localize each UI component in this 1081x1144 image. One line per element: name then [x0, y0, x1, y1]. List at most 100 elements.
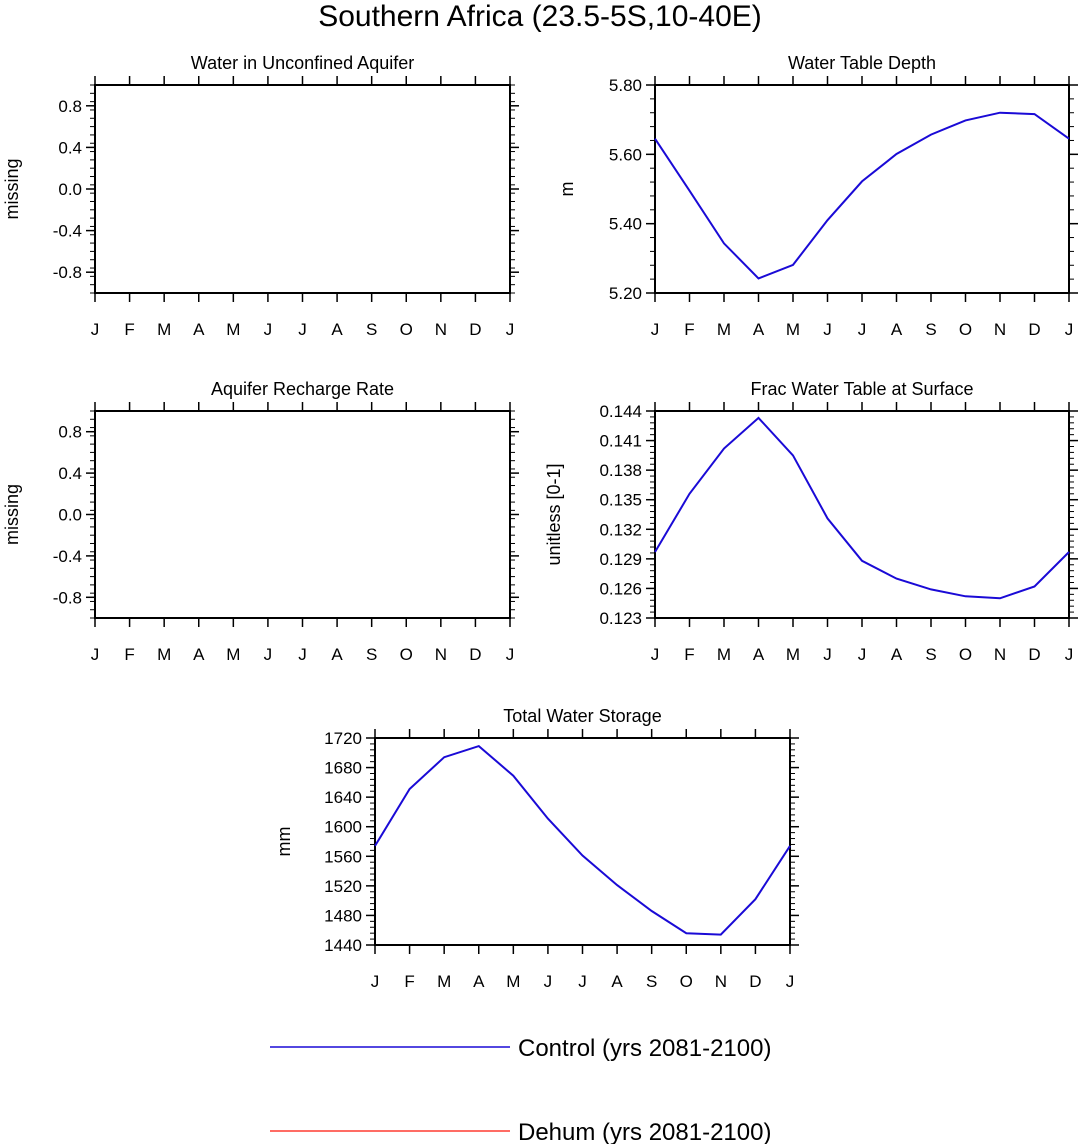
total-water-storage-xtick-label: M	[437, 972, 451, 991]
total-water-storage-ytick-label: 1680	[324, 759, 362, 778]
frac-water-table-at-surface-xtick-label: N	[994, 645, 1006, 664]
water-table-depth-ytick-label: 5.80	[609, 76, 642, 95]
frac-water-table-at-surface-ytick-label: 0.138	[599, 461, 642, 480]
frac-water-table-at-surface-xtick-label: S	[925, 645, 936, 664]
water-table-depth-xtick-label: M	[717, 320, 731, 339]
frac-water-table-at-surface-xtick-label: J	[823, 645, 832, 664]
water-in-unconfined-aquifer-xtick-label: J	[298, 320, 307, 339]
total-water-storage-ylabel: mm	[274, 827, 294, 857]
total-water-storage-ytick-label: 1720	[324, 729, 362, 748]
aquifer-recharge-rate-plot-frame	[94, 410, 511, 619]
water-table-depth-xtick-label: J	[651, 320, 660, 339]
total-water-storage-xtick-label: S	[646, 972, 657, 991]
water-table-depth-xtick-label: N	[994, 320, 1006, 339]
water-in-unconfined-aquifer-xtick-label: N	[435, 320, 447, 339]
total-water-storage-ytick-label: 1480	[324, 906, 362, 925]
water-in-unconfined-aquifer-plot-frame	[94, 84, 511, 294]
water-table-depth-xtick-label: D	[1028, 320, 1040, 339]
figure-title: Southern Africa (23.5-5S,10-40E)	[318, 0, 762, 33]
water-table-depth-xtick-label: M	[786, 320, 800, 339]
water-table-depth-xtick-label: J	[858, 320, 867, 339]
total-water-storage-series-control	[374, 744, 791, 936]
total-water-storage-xtick-label: N	[715, 972, 727, 991]
total-water-storage-ytick-label: 1440	[324, 936, 362, 955]
water-table-depth-series-control	[654, 111, 1070, 280]
aquifer-recharge-rate-xtick-label: D	[469, 645, 481, 664]
aquifer-recharge-rate-xtick-label: J	[506, 645, 515, 664]
aquifer-recharge-rate-xtick-label: S	[366, 645, 377, 664]
total-water-storage-xtick-label: A	[611, 972, 623, 991]
aquifer-recharge-rate-ytick-label: -0.4	[53, 547, 82, 566]
legend-dehum-label: Dehum (yrs 2081-2100)	[518, 1119, 771, 1144]
water-in-unconfined-aquifer-ytick-label: 0.0	[58, 180, 82, 199]
panel-frac-water-table-surface: Frac Water Table at Surface J F M A M J J A S O N D J…	[544, 379, 1078, 664]
frac-water-table-at-surface-xtick-label: A	[891, 645, 903, 664]
legend-control-label: Control (yrs 2081-2100)	[518, 1035, 771, 1062]
total-water-storage-title: Total Water Storage	[503, 706, 661, 726]
water-in-unconfined-aquifer-xtick-label: M	[157, 320, 171, 339]
frac-water-table-at-surface-title: Frac Water Table at Surface	[750, 379, 973, 399]
aquifer-recharge-rate-xtick-label: A	[331, 645, 343, 664]
aquifer-recharge-rate-xtick-label: F	[124, 645, 134, 664]
water-in-unconfined-aquifer-xtick-label: F	[124, 320, 134, 339]
water-table-depth-xtick-label: A	[753, 320, 765, 339]
total-water-storage-ytick-label: 1600	[324, 818, 362, 837]
aquifer-recharge-rate-ytick-label: 0.4	[58, 464, 82, 483]
water-in-unconfined-aquifer-ytick-label: -0.4	[53, 222, 82, 241]
total-water-storage-xtick-label: J	[578, 972, 587, 991]
water-table-depth-xtick-label: S	[925, 320, 936, 339]
total-water-storage-xtick-label: D	[749, 972, 761, 991]
frac-water-table-at-surface-ytick-label: 0.135	[599, 491, 642, 510]
frac-water-table-at-surface-ytick-label: 0.123	[599, 609, 642, 628]
aquifer-recharge-rate-ylabel: missing	[2, 484, 22, 545]
aquifer-recharge-rate-ytick-label: -0.8	[53, 588, 82, 607]
aquifer-recharge-rate-title: Aquifer Recharge Rate	[211, 379, 394, 399]
frac-water-table-at-surface-xtick-label: J	[1065, 645, 1074, 664]
water-in-unconfined-aquifer-xtick-label: A	[193, 320, 205, 339]
frac-water-table-at-surface-ytick-label: 0.129	[599, 550, 642, 569]
water-in-unconfined-aquifer-xtick-label: J	[506, 320, 515, 339]
aquifer-recharge-rate-xtick-label: M	[226, 645, 240, 664]
aquifer-recharge-rate-xtick-label: J	[298, 645, 307, 664]
frac-water-table-at-surface-xtick-label: O	[959, 645, 972, 664]
total-water-storage-ytick-label: 1560	[324, 847, 362, 866]
panel-water-table-depth: Water Table Depth J F M A M J J A S O N D J 5.80 5.60 5.…	[557, 53, 1078, 339]
aquifer-recharge-rate-ytick-label: 0.0	[58, 506, 82, 525]
frac-water-table-at-surface-xtick-label: J	[651, 645, 660, 664]
water-table-depth-ytick-label: 5.20	[609, 284, 642, 303]
water-in-unconfined-aquifer-ytick-label: 0.8	[58, 97, 82, 116]
frac-water-table-at-surface-series-control	[654, 416, 1070, 600]
water-table-depth-ytick-label: 5.60	[609, 145, 642, 164]
water-in-unconfined-aquifer-xtick-label: J	[91, 320, 100, 339]
frac-water-table-at-surface-ytick-label: 0.144	[599, 402, 642, 421]
frac-water-table-at-surface-xtick-label: F	[684, 645, 694, 664]
aquifer-recharge-rate-xtick-label: J	[91, 645, 100, 664]
total-water-storage-plot-frame	[374, 737, 791, 946]
panel-aquifer-recharge-rate: Aquifer Recharge Rate J F M A M J J A S O N D J 0.8 0.4…	[2, 379, 519, 664]
total-water-storage-xtick-label: O	[680, 972, 693, 991]
water-in-unconfined-aquifer-xtick-label: M	[226, 320, 240, 339]
water-table-depth-ylabel: m	[557, 182, 577, 197]
total-water-storage-xtick-label: M	[506, 972, 520, 991]
panel-total-water-storage: Total Water Storage J F M A M J J A S O N D J 1720 1680…	[274, 706, 799, 991]
water-in-unconfined-aquifer-ytick-label: 0.4	[58, 138, 82, 157]
legend: Control (yrs 2081-2100) Dehum (yrs 2081-…	[270, 1035, 771, 1144]
water-in-unconfined-aquifer-ylabel: missing	[2, 158, 22, 219]
aquifer-recharge-rate-xtick-label: O	[400, 645, 413, 664]
total-water-storage-xtick-label: A	[473, 972, 485, 991]
water-table-depth-xtick-label: F	[684, 320, 694, 339]
water-in-unconfined-aquifer-xtick-label: A	[331, 320, 343, 339]
water-table-depth-plot-frame	[654, 84, 1070, 294]
water-in-unconfined-aquifer-ytick-label: -0.8	[53, 263, 82, 282]
water-table-depth-ytick-label: 5.40	[609, 215, 642, 234]
water-table-depth-xtick-label: O	[959, 320, 972, 339]
water-in-unconfined-aquifer-xtick-label: J	[264, 320, 273, 339]
panel-water-unconfined-aquifer: Water in Unconfined Aquifer J F M A M J J A S O N D J…	[2, 53, 519, 339]
water-table-depth-xtick-label: A	[891, 320, 903, 339]
frac-water-table-at-surface-xtick-label: D	[1028, 645, 1040, 664]
water-table-depth-xtick-label: J	[823, 320, 832, 339]
water-table-depth-xtick-label: J	[1065, 320, 1074, 339]
frac-water-table-at-surface-plot-frame	[654, 410, 1070, 619]
aquifer-recharge-rate-xtick-label: N	[435, 645, 447, 664]
water-in-unconfined-aquifer-xtick-label: S	[366, 320, 377, 339]
